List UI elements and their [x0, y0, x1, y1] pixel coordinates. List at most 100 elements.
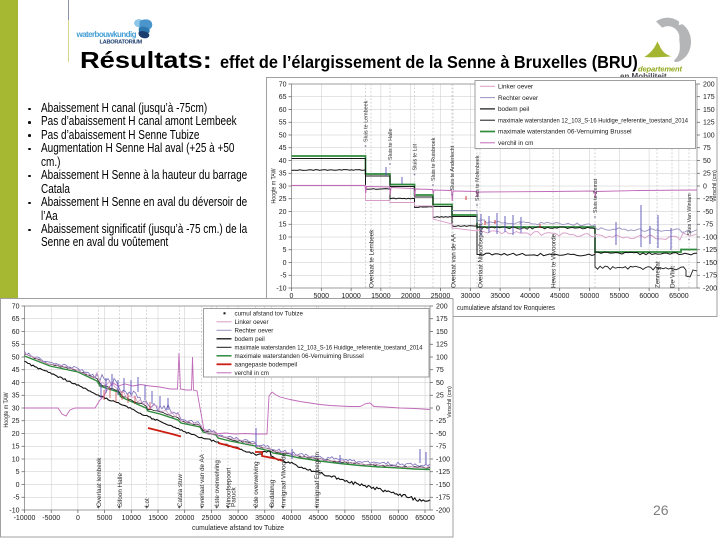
svg-text:Imnigraaf Eppegem: Imnigraaf Eppegem: [314, 452, 321, 507]
svg-text:20: 20: [12, 431, 20, 438]
svg-text:-200: -200: [436, 507, 450, 514]
svg-text:25: 25: [279, 196, 287, 203]
svg-text:40: 40: [12, 380, 20, 387]
svg-text:5000: 5000: [97, 515, 113, 522]
svg-text:20000: 20000: [401, 293, 421, 300]
svg-text:125: 125: [703, 120, 715, 127]
svg-text:bodem peil: bodem peil: [498, 106, 529, 113]
svg-text:35000: 35000: [490, 293, 510, 300]
svg-text:175: 175: [703, 94, 715, 101]
svg-text:0: 0: [76, 515, 80, 522]
svg-text:30000: 30000: [228, 515, 248, 522]
svg-text:70: 70: [279, 81, 287, 88]
svg-text:30000: 30000: [461, 293, 481, 300]
svg-text:70: 70: [12, 303, 20, 310]
svg-text:65: 65: [12, 316, 20, 323]
svg-text:45000: 45000: [308, 515, 328, 522]
svg-text:100: 100: [436, 354, 448, 361]
svg-text:verchil in cm: verchil in cm: [498, 140, 534, 147]
svg-text:-100: -100: [436, 456, 450, 463]
svg-text:-10: -10: [276, 285, 286, 292]
svg-text:Rechter oever: Rechter oever: [498, 95, 539, 102]
svg-text:Hoogte m TAW: Hoogte m TAW: [271, 168, 278, 204]
svg-text:35: 35: [12, 393, 20, 400]
svg-text:LABORATORIUM: LABORATORIUM: [100, 39, 143, 45]
svg-text:Sluis te Zemst: Sluis te Zemst: [593, 178, 599, 213]
svg-text:-25: -25: [703, 196, 713, 203]
svg-text:10000: 10000: [341, 293, 361, 300]
svg-text:Rechter oever: Rechter oever: [235, 328, 274, 335]
svg-text:-75: -75: [436, 444, 446, 451]
svg-text:Lot: Lot: [144, 498, 151, 507]
svg-text:Sluis te Halle: Sluis te Halle: [388, 129, 394, 160]
svg-text:-125: -125: [436, 469, 450, 476]
svg-text:maximale waterstanden 12_103_S: maximale waterstanden 12_103_S-16 Huidig…: [498, 117, 688, 124]
svg-text:5: 5: [283, 247, 287, 254]
svg-text:200: 200: [436, 303, 448, 310]
svg-text:Overlaat van de AA: Overlaat van de AA: [450, 233, 457, 288]
svg-text:30: 30: [279, 183, 287, 190]
svg-text:-125: -125: [703, 247, 717, 254]
svg-text:-75: -75: [703, 222, 713, 229]
svg-text:55000: 55000: [362, 515, 382, 522]
svg-text:5: 5: [16, 469, 20, 476]
svg-text:45000: 45000: [550, 293, 570, 300]
svg-text:Ninoofsepoort: Ninoofsepoort: [226, 468, 233, 507]
svg-text:50: 50: [703, 158, 711, 165]
svg-text:25000: 25000: [202, 515, 222, 522]
svg-text:Sluis te Lembeek: Sluis te Lembeek: [364, 100, 370, 142]
svg-text:-150: -150: [703, 260, 717, 267]
svg-text:Overlaat Ninoofsepoort: Overlaat Ninoofsepoort: [477, 223, 484, 288]
svg-text:-175: -175: [703, 273, 717, 280]
svg-text:35: 35: [279, 171, 287, 178]
svg-text:verchil in cm: verchil in cm: [235, 370, 269, 377]
svg-text:bodem peil: bodem peil: [235, 336, 265, 343]
svg-text:200: 200: [703, 81, 715, 88]
svg-text:-10000: -10000: [14, 515, 36, 522]
svg-text:75: 75: [703, 145, 711, 152]
svg-text:2de overwelving: 2de overwelving: [253, 461, 260, 507]
svg-text:1ste overwelving: 1ste overwelving: [214, 460, 221, 507]
svg-text:15000: 15000: [148, 515, 168, 522]
svg-text:Sluis te Anderlecht: Sluis te Anderlecht: [450, 145, 456, 190]
svg-text:-150: -150: [436, 482, 450, 489]
svg-text:45: 45: [279, 145, 287, 152]
svg-text:-175: -175: [436, 495, 450, 502]
svg-text:40000: 40000: [282, 515, 302, 522]
svg-text:150: 150: [703, 107, 715, 114]
svg-text:overlaat van de AA: overlaat van de AA: [199, 453, 206, 507]
svg-text:0: 0: [703, 183, 707, 190]
svg-text:175: 175: [436, 316, 448, 323]
svg-text:Budabrug: Budabrug: [269, 479, 276, 507]
svg-text:50000: 50000: [335, 515, 355, 522]
svg-text:15: 15: [279, 222, 287, 229]
svg-text:Verschil (cm): Verschil (cm): [712, 170, 718, 202]
svg-text:20000: 20000: [175, 515, 195, 522]
svg-text:50: 50: [12, 354, 20, 361]
svg-text:-10: -10: [9, 507, 19, 514]
svg-text:cumul afstand tov Tubize: cumul afstand tov Tubize: [235, 311, 304, 318]
svg-text:departement: departement: [638, 64, 682, 73]
svg-text:75: 75: [436, 367, 444, 374]
svg-text:100: 100: [703, 132, 715, 139]
svg-text:Sluis te Molenbeek: Sluis te Molenbeek: [475, 155, 481, 201]
svg-text:-200: -200: [703, 285, 717, 292]
svg-text:0: 0: [16, 482, 20, 489]
svg-text:Sluis te Ruisbroek: Sluis te Ruisbroek: [431, 137, 437, 181]
svg-text:20: 20: [279, 209, 287, 216]
svg-text:Sluis te Lot: Sluis te Lot: [413, 143, 419, 170]
svg-text:De Vliet: De Vliet: [669, 266, 676, 288]
svg-text:15000: 15000: [371, 293, 391, 300]
svg-text:60: 60: [12, 329, 20, 336]
svg-text:Imnigraaf Vilvoorde: Imnigraaf Vilvoorde: [281, 452, 288, 507]
svg-text:25000: 25000: [431, 293, 451, 300]
svg-text:cumulatieve afstand tov Tubiz: cumulatieve afstand tov Tubize: [192, 525, 284, 532]
svg-text:125: 125: [436, 342, 448, 349]
svg-text:25: 25: [12, 418, 20, 425]
svg-text:25: 25: [436, 393, 444, 400]
svg-text:50000: 50000: [580, 293, 600, 300]
svg-text:Hewes te Vilvoorde: Hewes te Vilvoorde: [550, 233, 557, 288]
svg-text:Overlaat lembeek: Overlaat lembeek: [96, 457, 103, 507]
svg-text:60: 60: [279, 107, 287, 114]
svg-text:40: 40: [279, 158, 287, 165]
